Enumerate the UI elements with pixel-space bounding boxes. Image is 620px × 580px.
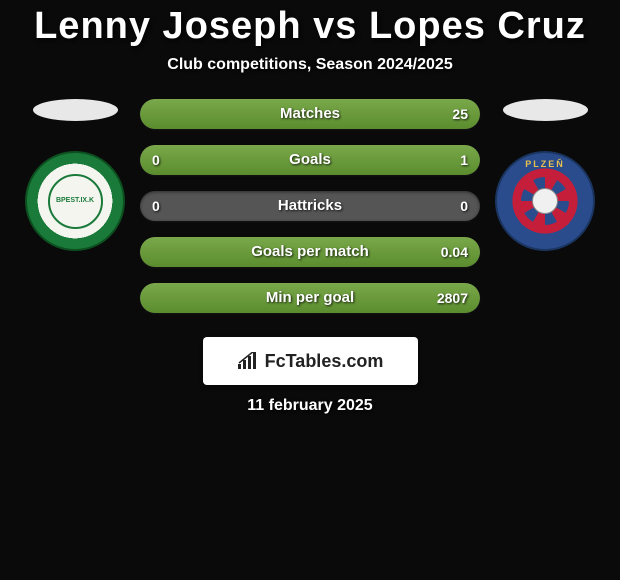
stat-value-right: 1 — [460, 145, 468, 175]
date-line: 11 february 2025 — [0, 397, 620, 415]
stat-bar: Goals per match0.04 — [140, 237, 480, 267]
right-player-placeholder — [503, 99, 588, 121]
left-club-badge: BPEST.IX.K — [25, 151, 125, 251]
football-icon — [532, 188, 558, 214]
stat-bar: Min per goal2807 — [140, 283, 480, 313]
stat-bar: Matches25 — [140, 99, 480, 129]
stat-label: Goals per match — [140, 237, 480, 267]
stats-column: Matches250Goals10Hattricks0Goals per mat… — [135, 99, 485, 329]
stat-label: Goals — [140, 145, 480, 175]
left-player-placeholder — [33, 99, 118, 121]
page-title: Lenny Joseph vs Lopes Cruz — [0, 5, 620, 48]
left-club-badge-inner: BPEST.IX.K — [48, 174, 103, 229]
bar-chart-icon — [237, 352, 259, 370]
left-player-col: BPEST.IX.K — [15, 99, 135, 251]
brand-box[interactable]: FcTables.com — [203, 337, 418, 385]
right-club-badge: PLZEŇ — [495, 151, 595, 251]
stat-label: Hattricks — [140, 191, 480, 221]
stat-value-right: 25 — [452, 99, 468, 129]
stat-bar: 0Goals1 — [140, 145, 480, 175]
brand-text: FcTables.com — [265, 351, 384, 372]
stat-value-right: 0.04 — [441, 237, 468, 267]
right-player-col: PLZEŇ — [485, 99, 605, 251]
stat-label: Min per goal — [140, 283, 480, 313]
stat-value-right: 0 — [460, 191, 468, 221]
comparison-card: Lenny Joseph vs Lopes Cruz Club competit… — [0, 0, 620, 415]
main-row: BPEST.IX.K Matches250Goals10Hattricks0Go… — [0, 99, 620, 329]
right-club-top-text: PLZEŇ — [497, 159, 593, 169]
stat-label: Matches — [140, 99, 480, 129]
stat-bar: 0Hattricks0 — [140, 191, 480, 221]
stat-value-right: 2807 — [437, 283, 468, 313]
subtitle: Club competitions, Season 2024/2025 — [0, 56, 620, 74]
right-club-badge-inner — [521, 177, 569, 225]
